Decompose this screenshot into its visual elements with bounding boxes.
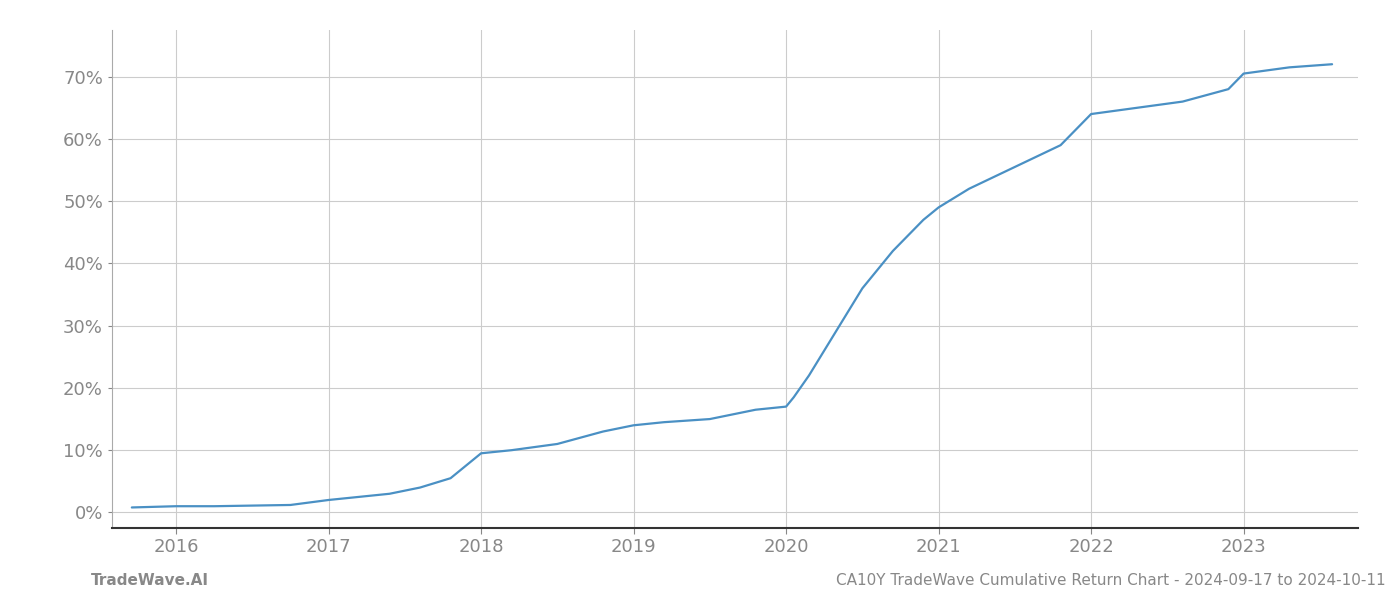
Text: CA10Y TradeWave Cumulative Return Chart - 2024-09-17 to 2024-10-11: CA10Y TradeWave Cumulative Return Chart …	[836, 573, 1386, 588]
Text: TradeWave.AI: TradeWave.AI	[91, 573, 209, 588]
